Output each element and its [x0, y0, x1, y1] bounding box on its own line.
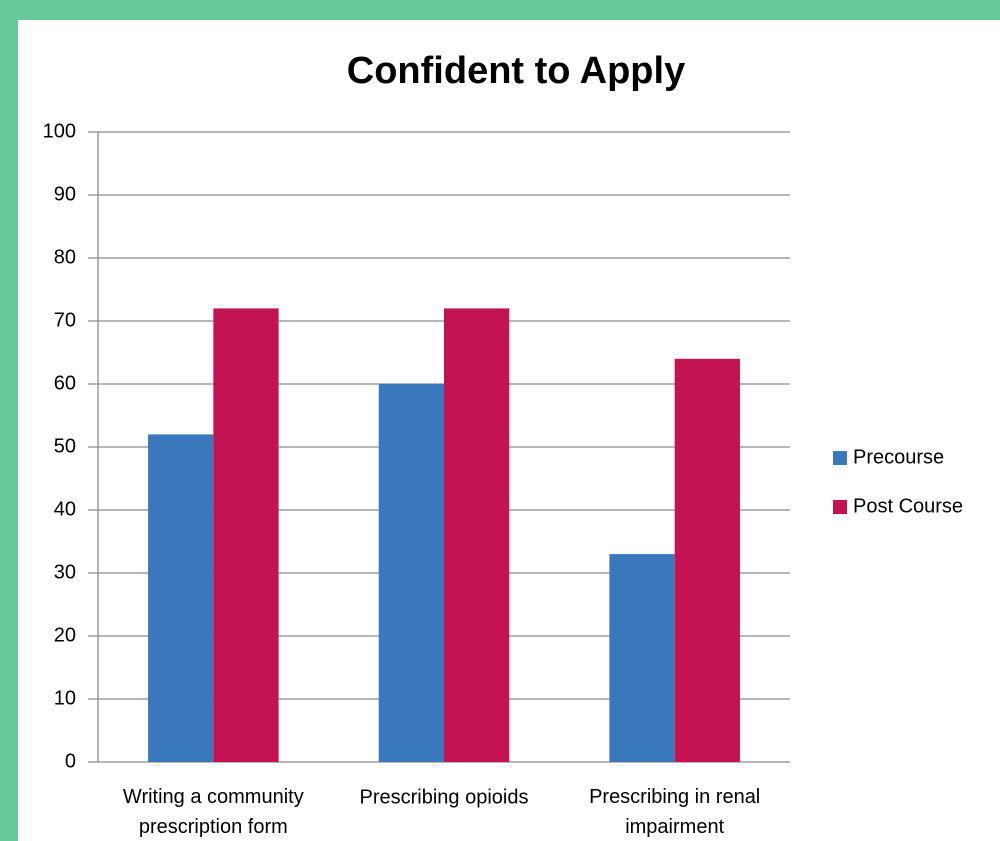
y-tick-label: 0	[65, 750, 76, 772]
y-tick-label: 60	[54, 372, 76, 394]
bar	[378, 384, 444, 762]
bar	[444, 308, 510, 762]
bar	[609, 554, 675, 762]
y-tick-label: 80	[54, 246, 76, 268]
y-tick-label: 50	[54, 435, 76, 457]
x-tick-label: Prescribing in renal impairment	[589, 786, 760, 838]
y-tick-label: 40	[54, 498, 76, 520]
y-tick-label: 100	[43, 120, 76, 142]
bar	[674, 358, 740, 762]
y-tick-label: 20	[54, 624, 76, 646]
chart-title: Confident to Apply	[347, 50, 685, 92]
x-tick-label: Prescribing opioids	[360, 786, 529, 808]
legend-swatch	[833, 500, 847, 514]
y-tick-label: 90	[54, 183, 76, 205]
y-tick-label: 70	[54, 309, 76, 331]
legend-swatch	[833, 451, 847, 465]
x-tick-label: Writing a community prescription form	[123, 786, 304, 838]
y-tick-label: 10	[54, 687, 76, 709]
y-tick-label: 30	[54, 561, 76, 583]
legend-label: Post Course	[853, 495, 963, 517]
bar	[213, 308, 279, 762]
bar	[148, 434, 214, 762]
legend-label: Precourse	[853, 446, 944, 468]
